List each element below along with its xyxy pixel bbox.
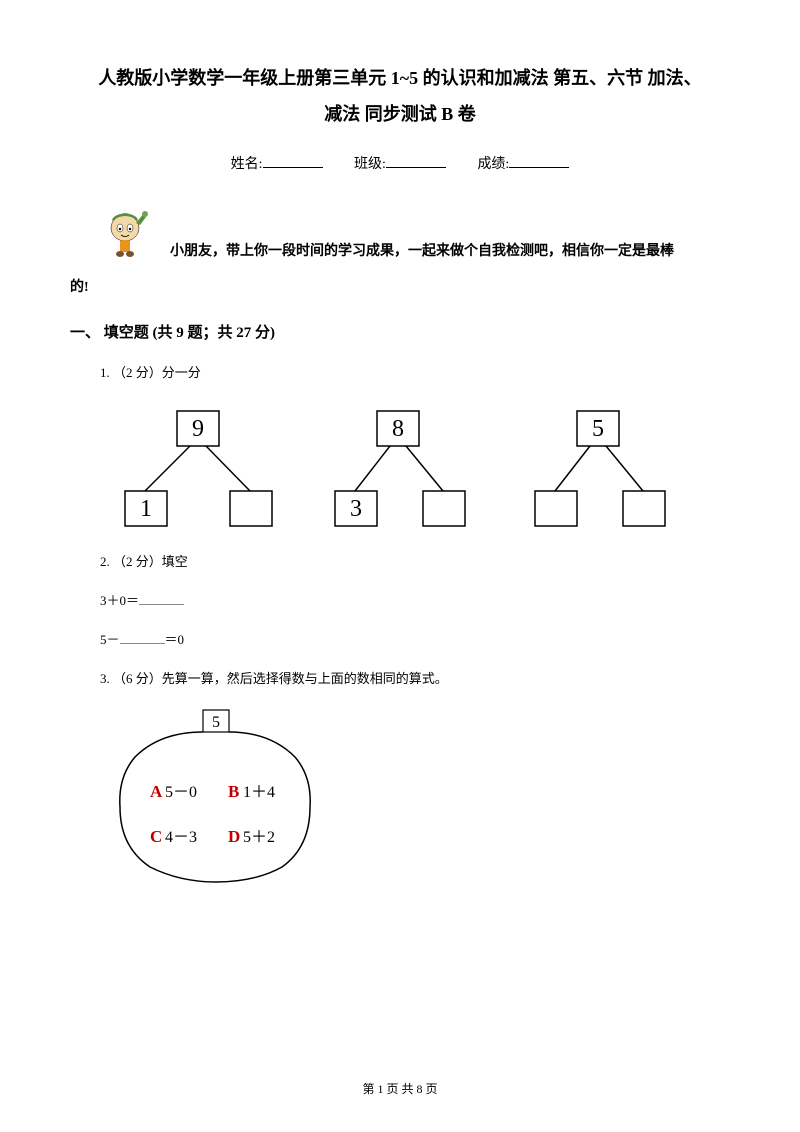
- section-1-header: 一、 填空题 (共 9 题；共 27 分): [70, 321, 730, 342]
- score-label: 成绩:: [477, 157, 509, 172]
- svg-text:4－3: 4－3: [165, 829, 197, 846]
- expr1-left: 3＋0＝: [100, 593, 139, 608]
- expr-2: 5－ ＝0: [100, 629, 730, 648]
- svg-text:1＋4: 1＋4: [243, 784, 275, 801]
- svg-text:8: 8: [392, 416, 404, 442]
- intro-text-2: 的!: [70, 276, 730, 296]
- tree-diagram-3: 5: [515, 406, 685, 531]
- question-1: 1. （2 分）分一分: [100, 362, 730, 381]
- svg-text:A: A: [150, 782, 163, 801]
- score-blank[interactable]: [509, 152, 569, 168]
- svg-text:3: 3: [350, 496, 362, 522]
- question-3: 3. （6 分）先算一算，然后选择得数与上面的数相同的算式。: [100, 668, 730, 687]
- class-label: 班级:: [354, 157, 386, 172]
- name-label: 姓名:: [231, 157, 263, 172]
- title-line-2: 减法 同步测试 B 卷: [70, 96, 730, 132]
- expr-1: 3＋0＝: [100, 590, 730, 609]
- mascot-icon: [100, 203, 150, 258]
- svg-text:C: C: [150, 827, 162, 846]
- svg-text:1: 1: [140, 496, 152, 522]
- svg-text:D: D: [228, 827, 240, 846]
- page-footer: 第 1 页 共 8 页: [0, 1080, 800, 1097]
- question-2: 2. （2 分）填空: [100, 551, 730, 570]
- tree-diagram-2: 8 3: [315, 406, 485, 531]
- expr2-left: 5－: [100, 632, 120, 647]
- expr1-blank[interactable]: [139, 604, 184, 605]
- svg-text:B: B: [228, 782, 239, 801]
- q3-shape: 5 A 5－0 B 1＋4 C 4－3 D 5＋2: [110, 707, 730, 892]
- student-info-line: 姓名: 班级: 成绩:: [70, 152, 730, 173]
- svg-text:5: 5: [212, 714, 220, 731]
- svg-text:5: 5: [592, 416, 604, 442]
- q3-svg: 5 A 5－0 B 1＋4 C 4－3 D 5＋2: [110, 707, 320, 887]
- name-blank[interactable]: [263, 152, 323, 168]
- intro-text-1: 小朋友，带上你一段时间的学习成果，一起来做个自我检测吧，相信你一定是最棒: [170, 238, 674, 266]
- tree-diagram-1: 9 1: [115, 406, 285, 531]
- svg-text:5－0: 5－0: [165, 784, 197, 801]
- svg-text:5＋2: 5＋2: [243, 829, 275, 846]
- intro-block: 小朋友，带上你一段时间的学习成果，一起来做个自我检测吧，相信你一定是最棒: [70, 203, 730, 266]
- expr2-blank[interactable]: [120, 643, 165, 644]
- svg-text:9: 9: [192, 416, 204, 442]
- tree-diagrams: 9 1 8 3 5: [100, 406, 700, 531]
- expr2-right: ＝0: [165, 632, 185, 647]
- class-blank[interactable]: [386, 152, 446, 168]
- title-line-1: 人教版小学数学一年级上册第三单元 1~5 的认识和加减法 第五、六节 加法、: [70, 60, 730, 96]
